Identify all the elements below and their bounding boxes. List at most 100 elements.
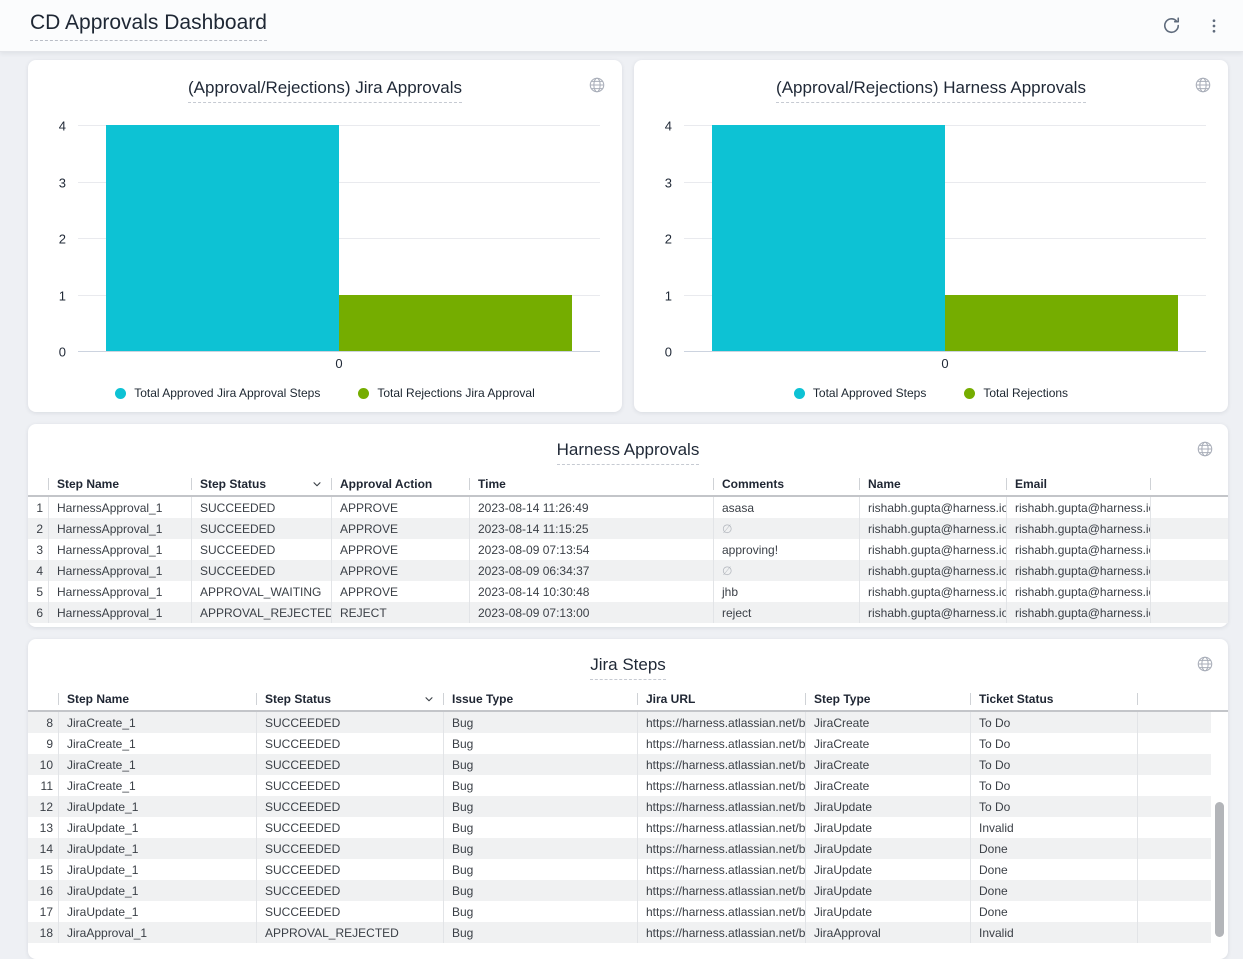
column-header-step-type[interactable]: Step Type — [805, 688, 970, 710]
column-header-comments[interactable]: Comments — [713, 473, 859, 495]
cell-step-type: JiraCreate — [805, 775, 970, 796]
bar-series-1[interactable] — [105, 125, 339, 351]
cell-step-name: JiraCreate_1 — [58, 754, 256, 775]
kebab-menu-icon[interactable] — [1205, 17, 1223, 35]
bar-series-2[interactable] — [339, 294, 573, 351]
table-row[interactable]: 10 JiraCreate_1 SUCCEEDED Bug https://harnes… — [28, 754, 1211, 775]
column-header-ticket-status[interactable]: Ticket Status — [970, 688, 1137, 710]
cell-value: SUCCEEDED — [265, 757, 341, 772]
cell-value: JiraUpdate — [814, 820, 873, 835]
globe-icon[interactable] — [1196, 655, 1214, 678]
table-row[interactable]: 4 HarnessApproval_1 SUCCEEDED APPROVE 2023-0… — [28, 560, 1228, 581]
cell-value: https://harness.atlassian.net/b... — [646, 778, 805, 793]
legend-item[interactable]: Total Approved Steps — [793, 386, 926, 400]
column-header-time[interactable]: Time — [469, 473, 713, 495]
cell-email: rishabh.gupta@harness.io — [1006, 560, 1150, 581]
page-title[interactable]: CD Approvals Dashboard — [30, 11, 267, 41]
column-header-step-status[interactable]: Step Status — [191, 473, 331, 495]
table-row[interactable]: 18 JiraApproval_1 APPROVAL_REJECTED Bug http… — [28, 922, 1211, 943]
cell-value: Done — [979, 904, 1008, 919]
row-filler — [1137, 838, 1211, 859]
cell-value: SUCCEEDED — [200, 542, 276, 557]
cell-value: APPROVAL_WAITING — [200, 584, 322, 599]
column-header-step-status[interactable]: Step Status — [256, 688, 443, 710]
column-header-name[interactable]: Name — [859, 473, 1006, 495]
cell-email: rishabh.gupta@harness.io — [1006, 539, 1150, 560]
globe-icon[interactable] — [1194, 76, 1212, 99]
refresh-icon[interactable] — [1162, 16, 1181, 35]
table-row[interactable]: 2 HarnessApproval_1 SUCCEEDED APPROVE 2023-0… — [28, 518, 1228, 539]
column-header-jira-url[interactable]: Jira URL — [637, 688, 805, 710]
table-row[interactable]: 9 JiraCreate_1 SUCCEEDED Bug https://harness… — [28, 733, 1211, 754]
cell-approval-action: REJECT — [331, 602, 469, 623]
cell-value: 2023-08-14 11:15:25 — [478, 521, 589, 536]
legend-dot — [964, 387, 976, 399]
cell-value: SUCCEEDED — [265, 715, 341, 730]
globe-icon[interactable] — [1196, 440, 1214, 463]
table-row[interactable]: 5 HarnessApproval_1 APPROVAL_WAITING APPROV… — [28, 581, 1228, 602]
cell-time: 2023-08-14 10:30:48 — [469, 581, 713, 602]
row-number: 2 — [36, 521, 43, 536]
table-title[interactable]: Harness Approvals — [556, 440, 700, 465]
legend-item[interactable]: Total Rejections Jira Approval — [358, 386, 535, 400]
row-number: 16 — [39, 883, 53, 898]
row-number: 1 — [36, 500, 43, 515]
table-row[interactable]: 13 JiraUpdate_1 SUCCEEDED Bug https://harnes… — [28, 817, 1211, 838]
cell-jira-url: https://harness.atlassian.net/b... — [637, 775, 805, 796]
row-number-header — [28, 473, 48, 495]
table-row[interactable]: 15 JiraUpdate_1 SUCCEEDED Bug https://harnes… — [28, 859, 1211, 880]
plot-area — [684, 125, 1206, 352]
table-title[interactable]: Jira Steps — [590, 655, 666, 680]
table-row[interactable]: 16 JiraUpdate_1 SUCCEEDED Bug https://harnes… — [28, 880, 1211, 901]
table-row[interactable]: 14 JiraUpdate_1 SUCCEEDED Bug https://harnes… — [28, 838, 1211, 859]
cell-time: 2023-08-14 11:26:49 — [469, 497, 713, 518]
table-row[interactable]: 17 JiraUpdate_1 SUCCEEDED Bug https://harnes… — [28, 901, 1211, 922]
vertical-scrollbar[interactable] — [1215, 802, 1224, 937]
cell-value: rishabh.gupta@harness.io — [1015, 521, 1150, 536]
cell-ticket-status: To Do — [970, 712, 1137, 733]
cell-ticket-status: To Do — [970, 733, 1137, 754]
column-header-label: Jira URL — [646, 692, 696, 706]
table-row[interactable]: 11 JiraCreate_1 SUCCEEDED Bug https://harnes… — [28, 775, 1211, 796]
cell-step-type: JiraUpdate — [805, 838, 970, 859]
row-filler — [1150, 581, 1228, 602]
chart-title[interactable]: (Approval/Rejections) Jira Approvals — [187, 78, 462, 103]
cell-comments: approving! — [713, 539, 859, 560]
cell-approval-action: APPROVE — [331, 497, 469, 518]
gridline — [684, 181, 1206, 183]
column-header-email[interactable]: Email — [1006, 473, 1150, 495]
chevron-down-icon[interactable] — [423, 693, 435, 705]
cell-issue-type: Bug — [443, 775, 637, 796]
cell-step-type: JiraCreate — [805, 733, 970, 754]
cell-value: To Do — [979, 778, 1011, 793]
column-header-label: Time — [478, 477, 506, 491]
cell-step-name: JiraCreate_1 — [58, 733, 256, 754]
column-header-step-name[interactable]: Step Name — [58, 688, 256, 710]
bar-series-1[interactable] — [711, 125, 945, 351]
table-row[interactable]: 3 HarnessApproval_1 SUCCEEDED APPROVE 2023-0… — [28, 539, 1228, 560]
cell-issue-type: Bug — [443, 733, 637, 754]
cell-name: rishabh.gupta@harness.io — [859, 560, 1006, 581]
chart-title[interactable]: (Approval/Rejections) Harness Approvals — [776, 78, 1086, 103]
column-header-approval-action[interactable]: Approval Action — [331, 473, 469, 495]
cell-step-status: SUCCEEDED — [256, 796, 443, 817]
cell-step-status: SUCCEEDED — [256, 733, 443, 754]
column-header-step-name[interactable]: Step Name — [48, 473, 191, 495]
row-filler — [1150, 602, 1228, 623]
bar-series-2[interactable] — [945, 294, 1179, 351]
cell-issue-type: Bug — [443, 880, 637, 901]
cell-approval-action: APPROVE — [331, 539, 469, 560]
chevron-down-icon[interactable] — [311, 478, 323, 490]
table-row[interactable]: 6 HarnessApproval_1 APPROVAL_REJECTED REJEC… — [28, 602, 1228, 623]
column-header-issue-type[interactable]: Issue Type — [443, 688, 637, 710]
legend-item[interactable]: Total Approved Jira Approval Steps — [115, 386, 320, 400]
cell-value: SUCCEEDED — [265, 778, 341, 793]
legend-item[interactable]: Total Rejections — [964, 386, 1068, 400]
table-row[interactable]: 8 JiraCreate_1 SUCCEEDED Bug https://harness… — [28, 712, 1211, 733]
cell-name: rishabh.gupta@harness.io — [859, 581, 1006, 602]
table-row[interactable]: 12 JiraUpdate_1 SUCCEEDED Bug https://harnes… — [28, 796, 1211, 817]
globe-icon[interactable] — [588, 76, 606, 99]
cell-step-type: JiraUpdate — [805, 880, 970, 901]
table-row[interactable]: 1 HarnessApproval_1 SUCCEEDED APPROVE 2023-0… — [28, 497, 1228, 518]
